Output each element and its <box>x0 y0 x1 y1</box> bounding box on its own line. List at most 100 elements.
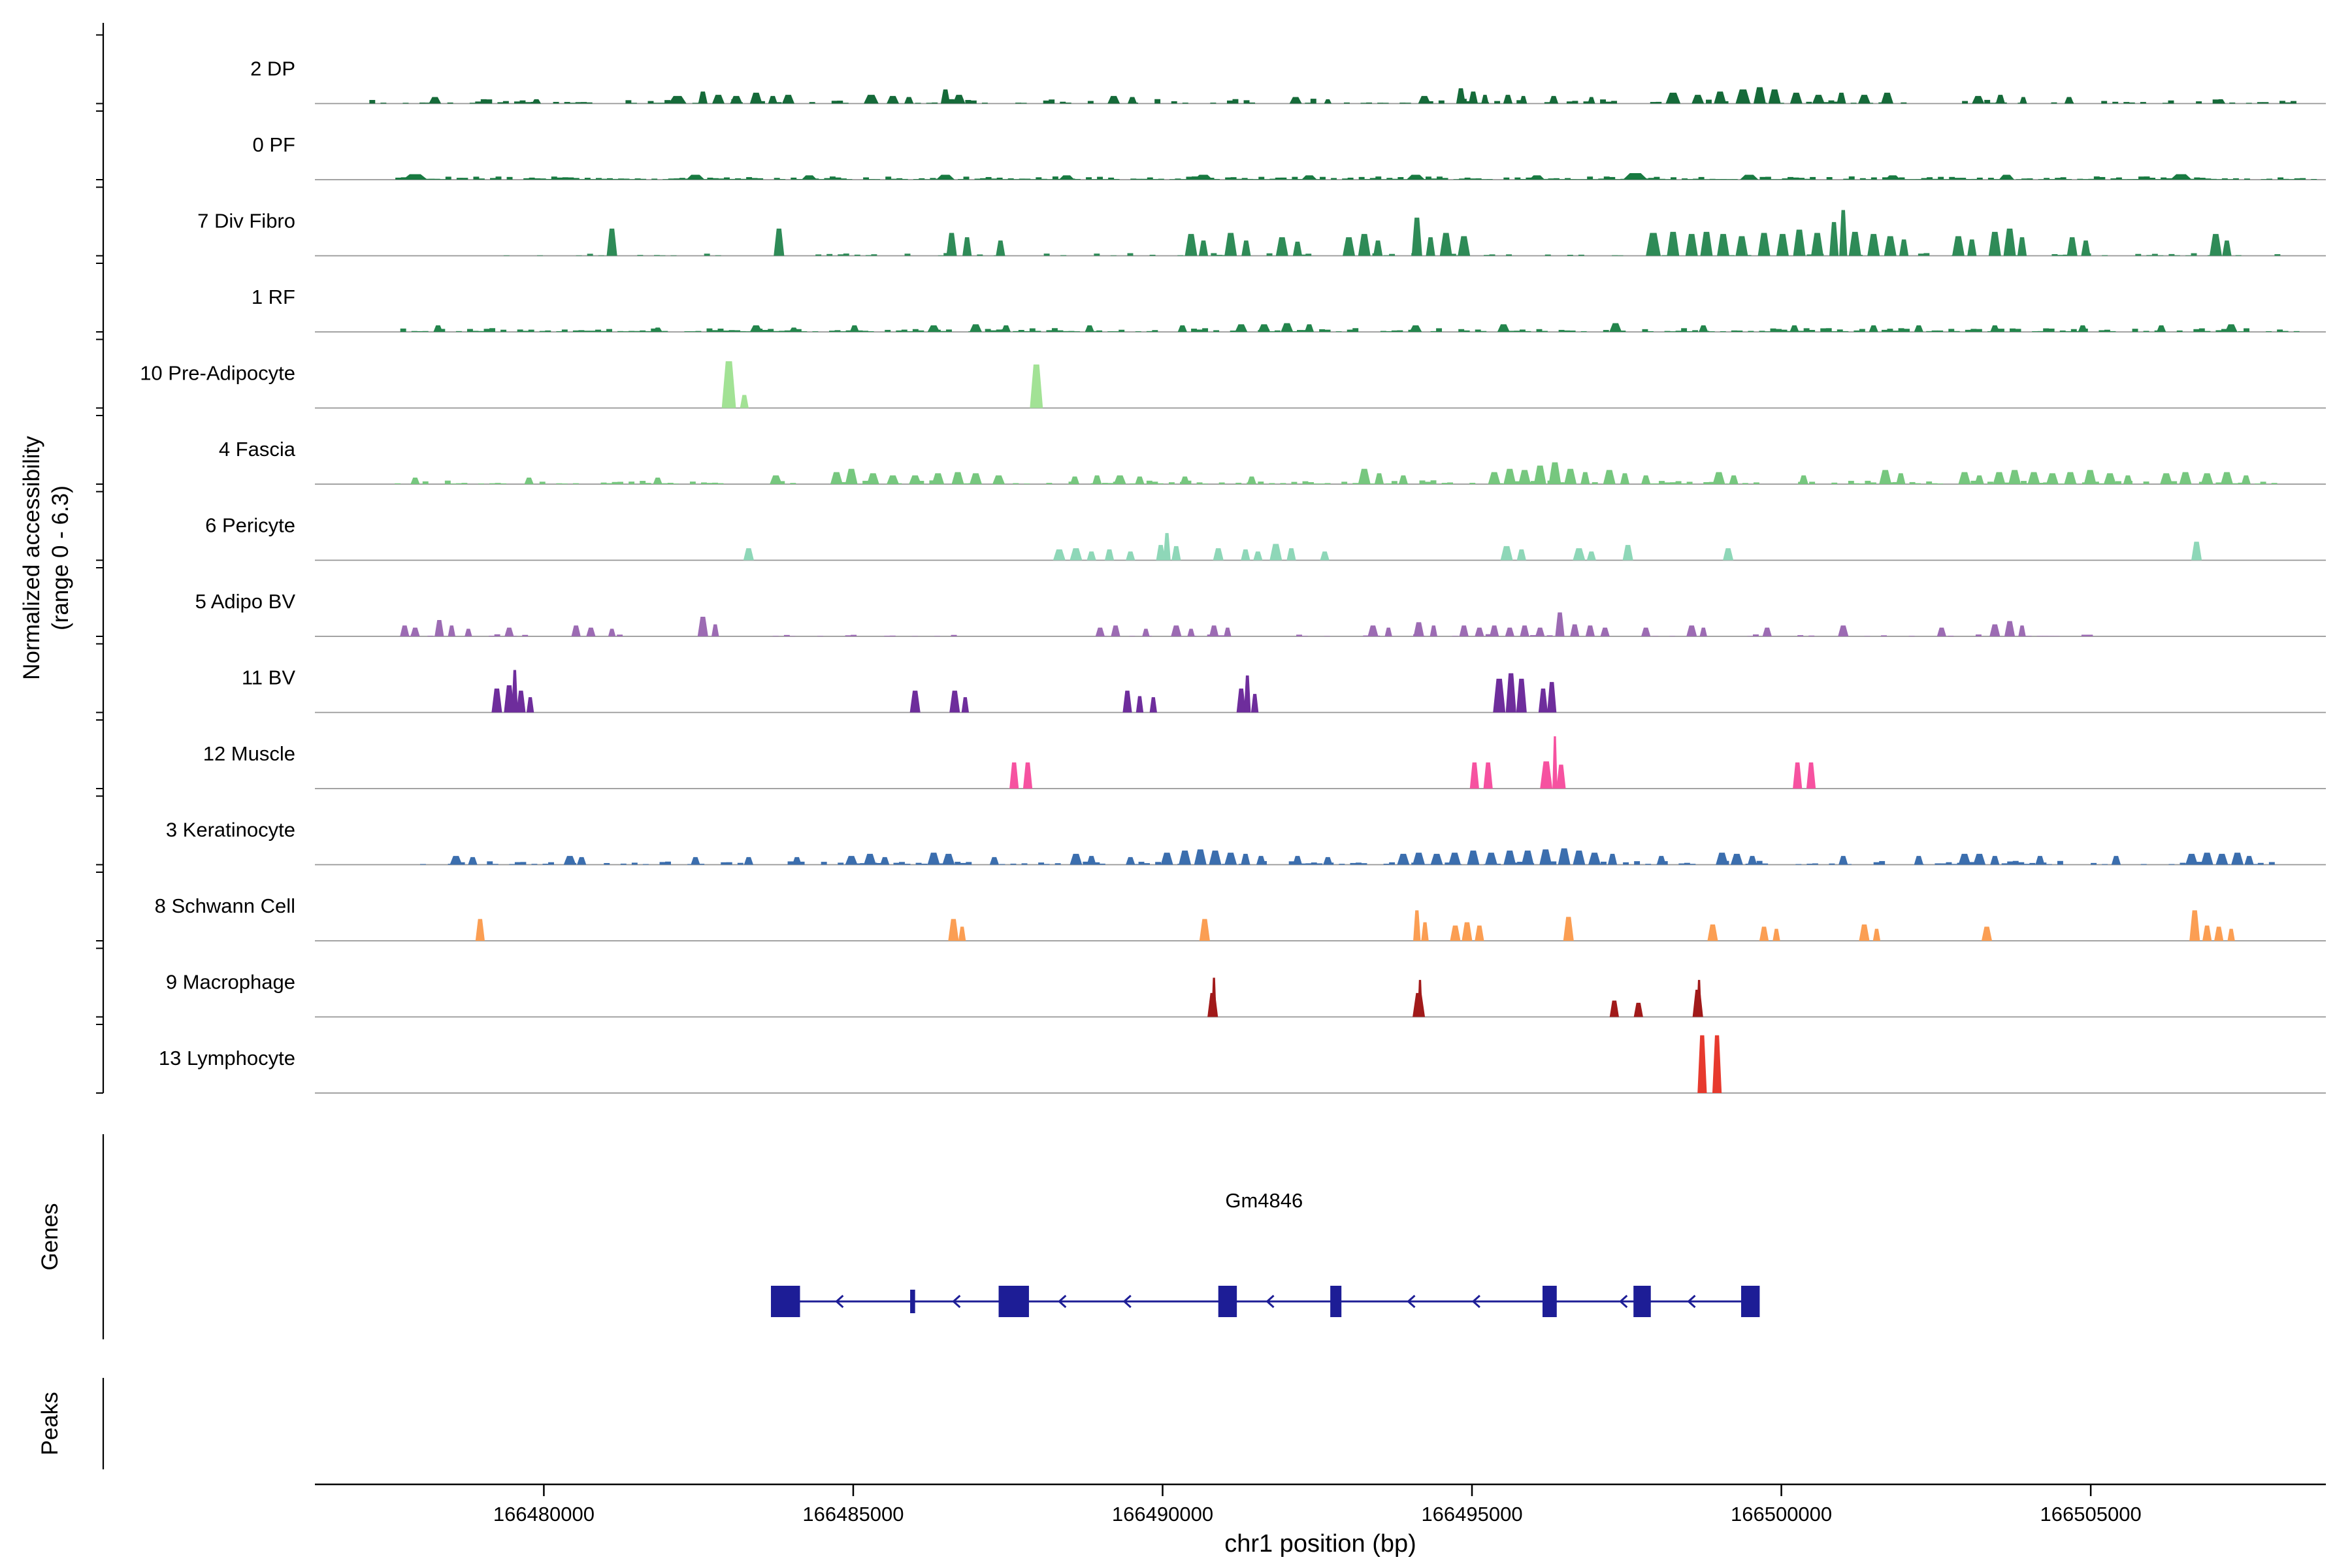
signal-peak <box>1989 624 2001 636</box>
noise-bar <box>899 862 905 865</box>
signal-peak <box>1539 849 1552 865</box>
signal-peak <box>743 548 754 561</box>
noise-bar <box>1135 331 1141 332</box>
signal-peak <box>1838 856 1848 865</box>
signal-peak <box>1194 849 1207 865</box>
noise-bar <box>1425 482 1431 484</box>
noise-bar <box>1051 328 1058 332</box>
noise-bar <box>1427 101 1433 104</box>
noise-bar <box>977 254 983 256</box>
noise-bar <box>1135 178 1142 180</box>
noise-bar <box>1659 481 1665 484</box>
noise-bar <box>1403 179 1409 180</box>
signal-peak <box>1481 95 1489 104</box>
signal-peak <box>2215 99 2226 104</box>
signal-peak <box>1753 87 1766 104</box>
noise-bar <box>1214 178 1220 180</box>
noise-bar <box>845 635 851 636</box>
signal-peak <box>475 919 485 941</box>
signal-peak <box>1535 627 1545 636</box>
noise-bar <box>551 176 557 180</box>
gene-exon <box>1741 1286 1760 1317</box>
signal-peak <box>936 174 955 180</box>
noise-bar <box>1168 482 1175 484</box>
noise-bar <box>1848 176 1855 180</box>
signal-peak <box>410 478 420 484</box>
noise-bar <box>625 100 632 104</box>
noise-bar <box>1358 176 1365 180</box>
signal-peak <box>1269 544 1282 561</box>
noise-bar <box>1725 483 1732 484</box>
noise-bar <box>932 102 938 104</box>
signal-peak <box>1448 853 1461 865</box>
signal-peak <box>1993 472 2006 484</box>
noise-bar <box>1235 482 1242 484</box>
y-axis-label-line2: (range 0 - 6.3) <box>48 485 73 630</box>
noise-bar <box>863 177 870 180</box>
signal-peak <box>904 97 914 104</box>
noise-bar <box>1350 862 1356 865</box>
noise-bar <box>1558 329 1565 332</box>
noise-bar <box>712 178 719 180</box>
noise-bar <box>668 178 674 180</box>
noise-bar <box>1648 331 1654 332</box>
noise-bar <box>2038 179 2044 180</box>
noise-bar <box>745 331 752 332</box>
signal-peak <box>1884 236 1897 256</box>
noise-bar <box>1623 862 1629 865</box>
noise-bar <box>2244 178 2250 180</box>
noise-bar <box>896 178 903 180</box>
noise-bar <box>561 329 568 332</box>
noise-bar <box>2268 862 2275 865</box>
track-label: 0 PF <box>253 133 295 156</box>
noise-bar <box>1859 483 1865 484</box>
signal-peak <box>1768 89 1781 104</box>
noise-bar <box>990 330 997 332</box>
signal-peak <box>2231 853 2244 865</box>
noise-bar <box>2155 179 2161 180</box>
noise-bar <box>1386 178 1393 180</box>
noise-bar <box>1225 177 1232 180</box>
signal-peak <box>1762 627 1772 636</box>
noise-bar <box>1236 178 1243 180</box>
noise-bar <box>1113 331 1119 332</box>
noise-bar <box>400 177 407 180</box>
signal-peak <box>2200 473 2213 484</box>
noise-bar <box>795 329 802 332</box>
signal-peak <box>410 627 420 636</box>
signal-peak <box>1839 210 1848 256</box>
noise-bar <box>2166 178 2172 180</box>
signal-peak <box>1789 325 1799 332</box>
noise-bar <box>951 634 957 636</box>
signal-peak <box>1022 762 1033 789</box>
noise-bar <box>838 254 844 256</box>
noise-bar <box>1127 253 1134 256</box>
noise-bar <box>1343 102 1350 104</box>
noise-bar <box>2051 254 2058 256</box>
noise-bar <box>400 328 406 332</box>
noise-bar <box>1275 177 1281 180</box>
noise-bar <box>796 179 802 180</box>
noise-bar <box>2257 102 2263 104</box>
noise-bar <box>447 102 453 104</box>
noise-bar <box>395 483 401 484</box>
signal-peak <box>697 617 708 636</box>
signal-peak <box>1859 924 1870 941</box>
signal-peak <box>2214 926 2224 941</box>
noise-bar <box>2093 482 2099 484</box>
noise-bar <box>1119 329 1125 332</box>
noise-bar <box>1650 102 1656 104</box>
noise-bar <box>779 179 786 180</box>
noise-bar <box>478 331 484 332</box>
signal-peak <box>1603 470 1616 484</box>
noise-bar <box>1094 253 1100 256</box>
noise-bar <box>629 331 635 332</box>
signal-peak <box>1879 470 1892 484</box>
noise-bar <box>729 178 736 180</box>
signal-peak <box>749 92 762 104</box>
signal-peak <box>1588 97 1595 104</box>
noise-bar <box>798 861 805 865</box>
noise-bar <box>1675 331 1682 332</box>
noise-bar <box>1664 331 1671 332</box>
noise-bar <box>1514 177 1521 180</box>
